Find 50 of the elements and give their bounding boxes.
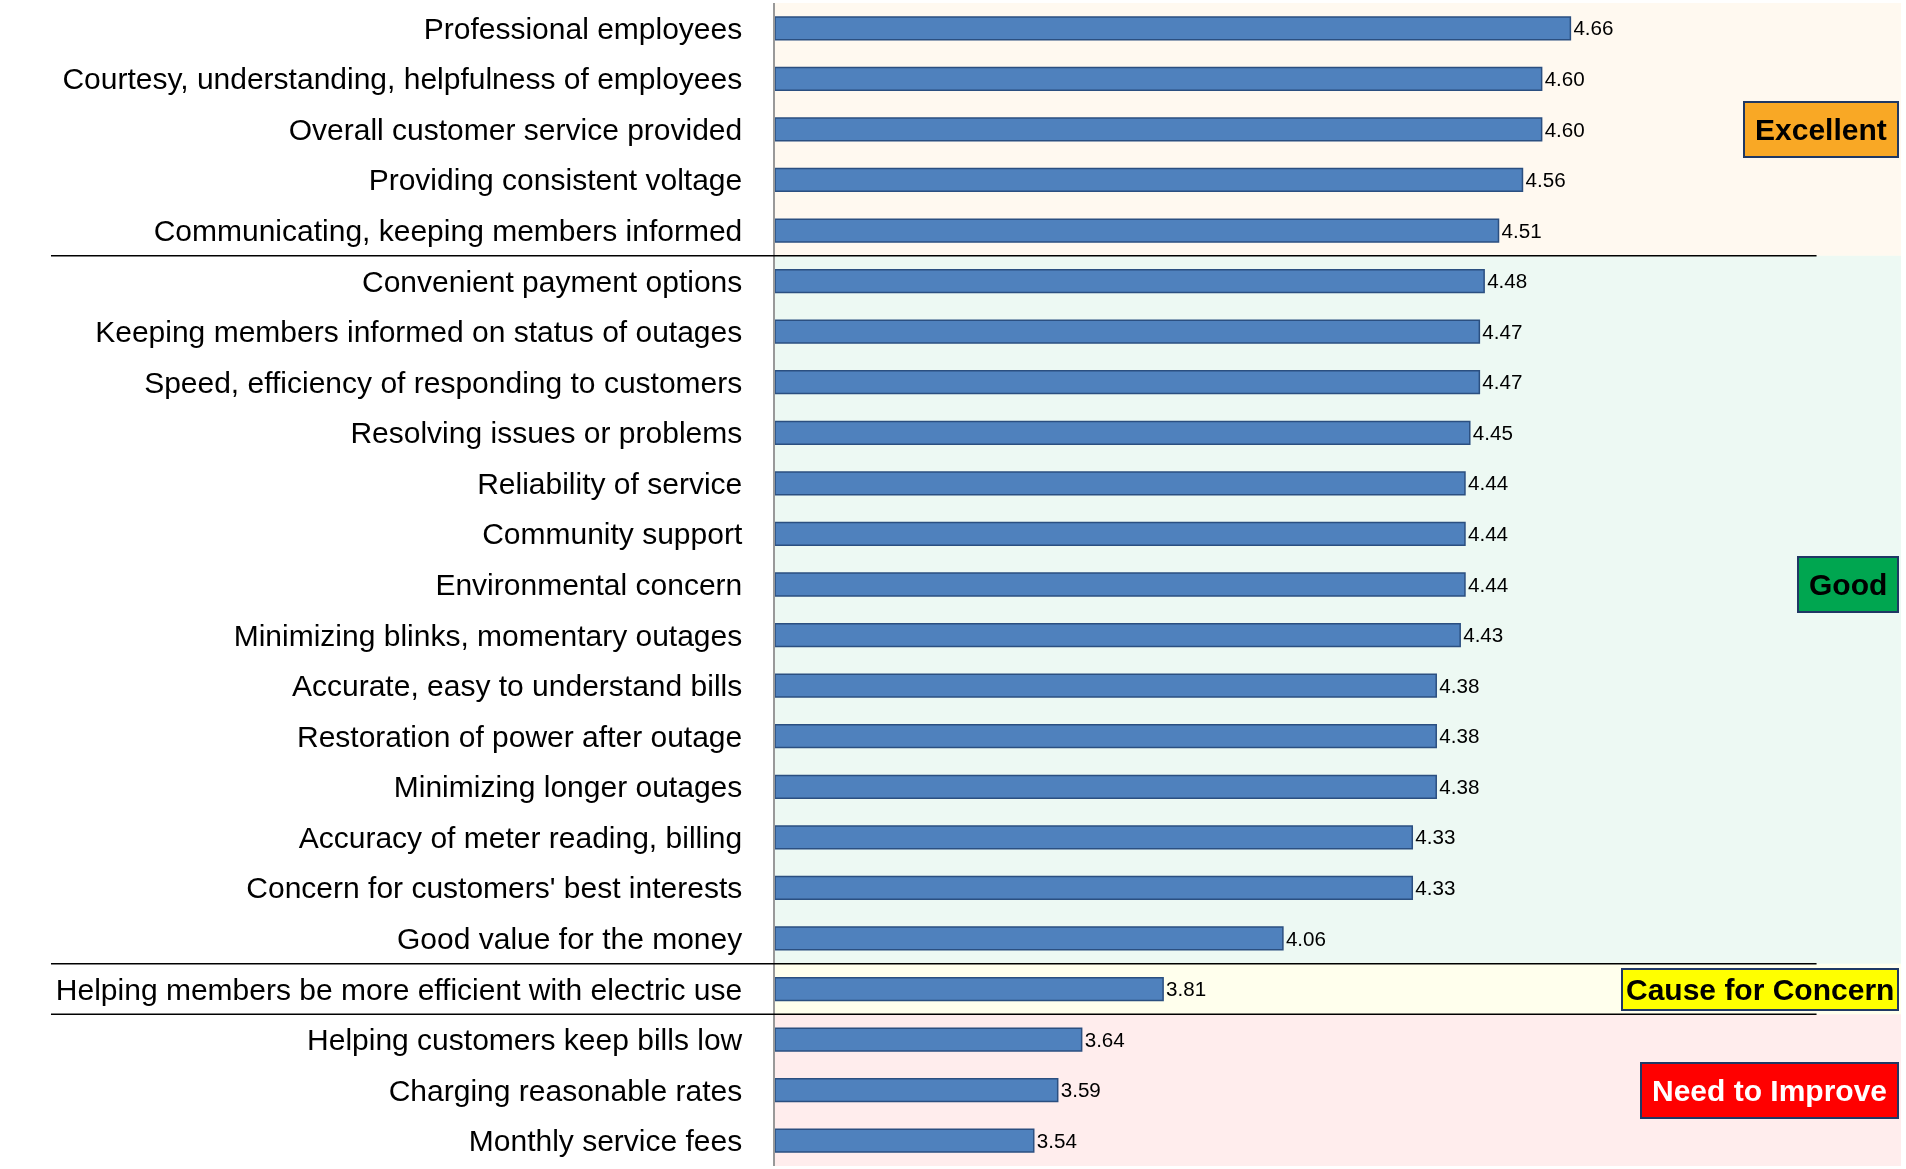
- data-label: 3.64: [1084, 1027, 1125, 1051]
- y-tick-label: Resolving issues or problems: [350, 416, 743, 450]
- data-label: 4.56: [1525, 168, 1566, 192]
- band-label: Good: [1809, 568, 1888, 601]
- data-label: 4.60: [1544, 66, 1585, 90]
- data-label: 4.47: [1482, 370, 1523, 394]
- data-label: 4.06: [1285, 926, 1327, 950]
- data-label: 4.44: [1467, 572, 1509, 596]
- y-tick-label: Reliability of service: [477, 466, 743, 500]
- y-tick-label: Charging reasonable rates: [388, 1073, 743, 1107]
- band-label: Need to Improve: [1652, 1074, 1888, 1107]
- band-label: Excellent: [1755, 113, 1887, 146]
- data-label: 4.51: [1501, 218, 1542, 242]
- y-tick-label: Minimizing longer outages: [393, 770, 743, 804]
- y-tick-label: Environmental concern: [435, 568, 743, 601]
- data-label: 4.38: [1439, 673, 1480, 697]
- y-tick-label: Accuracy of meter reading, billing: [298, 820, 743, 854]
- data-label: 4.38: [1439, 774, 1480, 798]
- data-label: 4.44: [1467, 471, 1509, 495]
- data-label: 4.45: [1472, 420, 1513, 444]
- data-label: 4.44: [1467, 522, 1509, 546]
- y-tick-label: Helping members be more efficient with electric use: [55, 972, 743, 1006]
- y-tick-label: Good value for the money: [397, 921, 743, 955]
- data-label: 3.81: [1166, 977, 1207, 1001]
- data-label: 3.54: [1036, 1128, 1077, 1152]
- data-label: 4.43: [1463, 623, 1504, 647]
- y-tick-label: Minimizing blinks, momentary outages: [233, 618, 743, 652]
- y-tick-label: Restoration of power after outage: [296, 719, 743, 753]
- data-label: 4.60: [1544, 117, 1585, 141]
- y-tick-label: Concern for customers' best interests: [246, 871, 743, 905]
- y-tick-label: Keeping members informed on status of outages: [95, 315, 743, 349]
- y-tick-label: Monthly service fees: [468, 1124, 743, 1158]
- data-label: 4.48: [1487, 269, 1528, 293]
- y-tick-label: Communicating, keeping members informed: [153, 214, 743, 248]
- y-tick-label: Overall customer service provided: [288, 112, 743, 146]
- data-label: 4.47: [1482, 319, 1523, 343]
- y-tick-label: Accurate, easy to understand bills: [292, 669, 743, 703]
- y-tick-label: Community support: [482, 517, 743, 551]
- y-tick-label: Helping customers keep bills low: [307, 1023, 743, 1057]
- data-label: 3.59: [1060, 1078, 1101, 1102]
- band-label: Cause for Concern: [1626, 973, 1895, 1006]
- data-label: 4.38: [1439, 724, 1480, 748]
- y-tick-label: Speed, efficiency of responding to customers: [144, 365, 743, 399]
- data-label: 4.33: [1415, 876, 1456, 899]
- y-tick-label: Providing consistent voltage: [368, 163, 743, 197]
- y-tick-label: Professional employees: [423, 11, 743, 45]
- y-tick-label: Courtesy, understanding, helpfulness of employees: [62, 62, 743, 96]
- y-tick-label: Convenient payment options: [362, 264, 743, 298]
- data-label: 4.33: [1415, 825, 1456, 849]
- data-label: 4.66: [1573, 16, 1614, 40]
